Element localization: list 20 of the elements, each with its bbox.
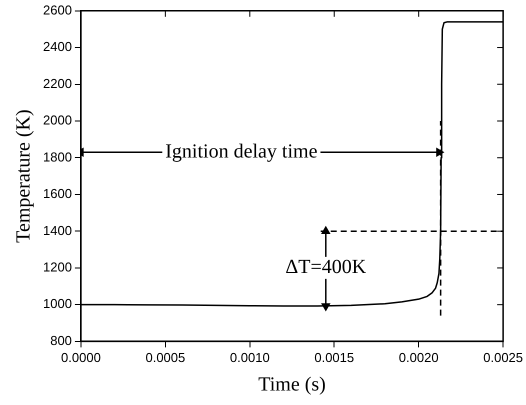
y-tick-label: 2600 xyxy=(43,2,72,18)
y-tick-label: 1800 xyxy=(43,149,72,164)
y-tick-label: 2000 xyxy=(43,112,72,128)
x-tick-label: 0.0015 xyxy=(314,350,354,365)
y-tick-label: 2400 xyxy=(43,39,72,54)
y-axis-title: Temperature (K) xyxy=(12,109,34,243)
x-axis-title: Time (s) xyxy=(258,373,326,396)
y-tick-label: 1000 xyxy=(43,296,72,312)
y-tick-label: 800 xyxy=(50,332,72,348)
y-tick-label: 1200 xyxy=(43,260,72,275)
x-tick-label: 0.0025 xyxy=(483,350,523,365)
x-tick-label: 0.0010 xyxy=(230,350,270,365)
y-tick-label: 2200 xyxy=(43,76,72,91)
annotation: Ignition delay time xyxy=(165,140,318,162)
x-tick-label: 0.0020 xyxy=(398,350,439,365)
y-tick-label: 1400 xyxy=(43,222,72,238)
x-tick-label: 0.0000 xyxy=(61,350,101,365)
y-tick-label: 1600 xyxy=(43,186,72,202)
x-tick-label: 0.0005 xyxy=(145,350,186,365)
annotation: ΔT=400K xyxy=(285,256,367,278)
